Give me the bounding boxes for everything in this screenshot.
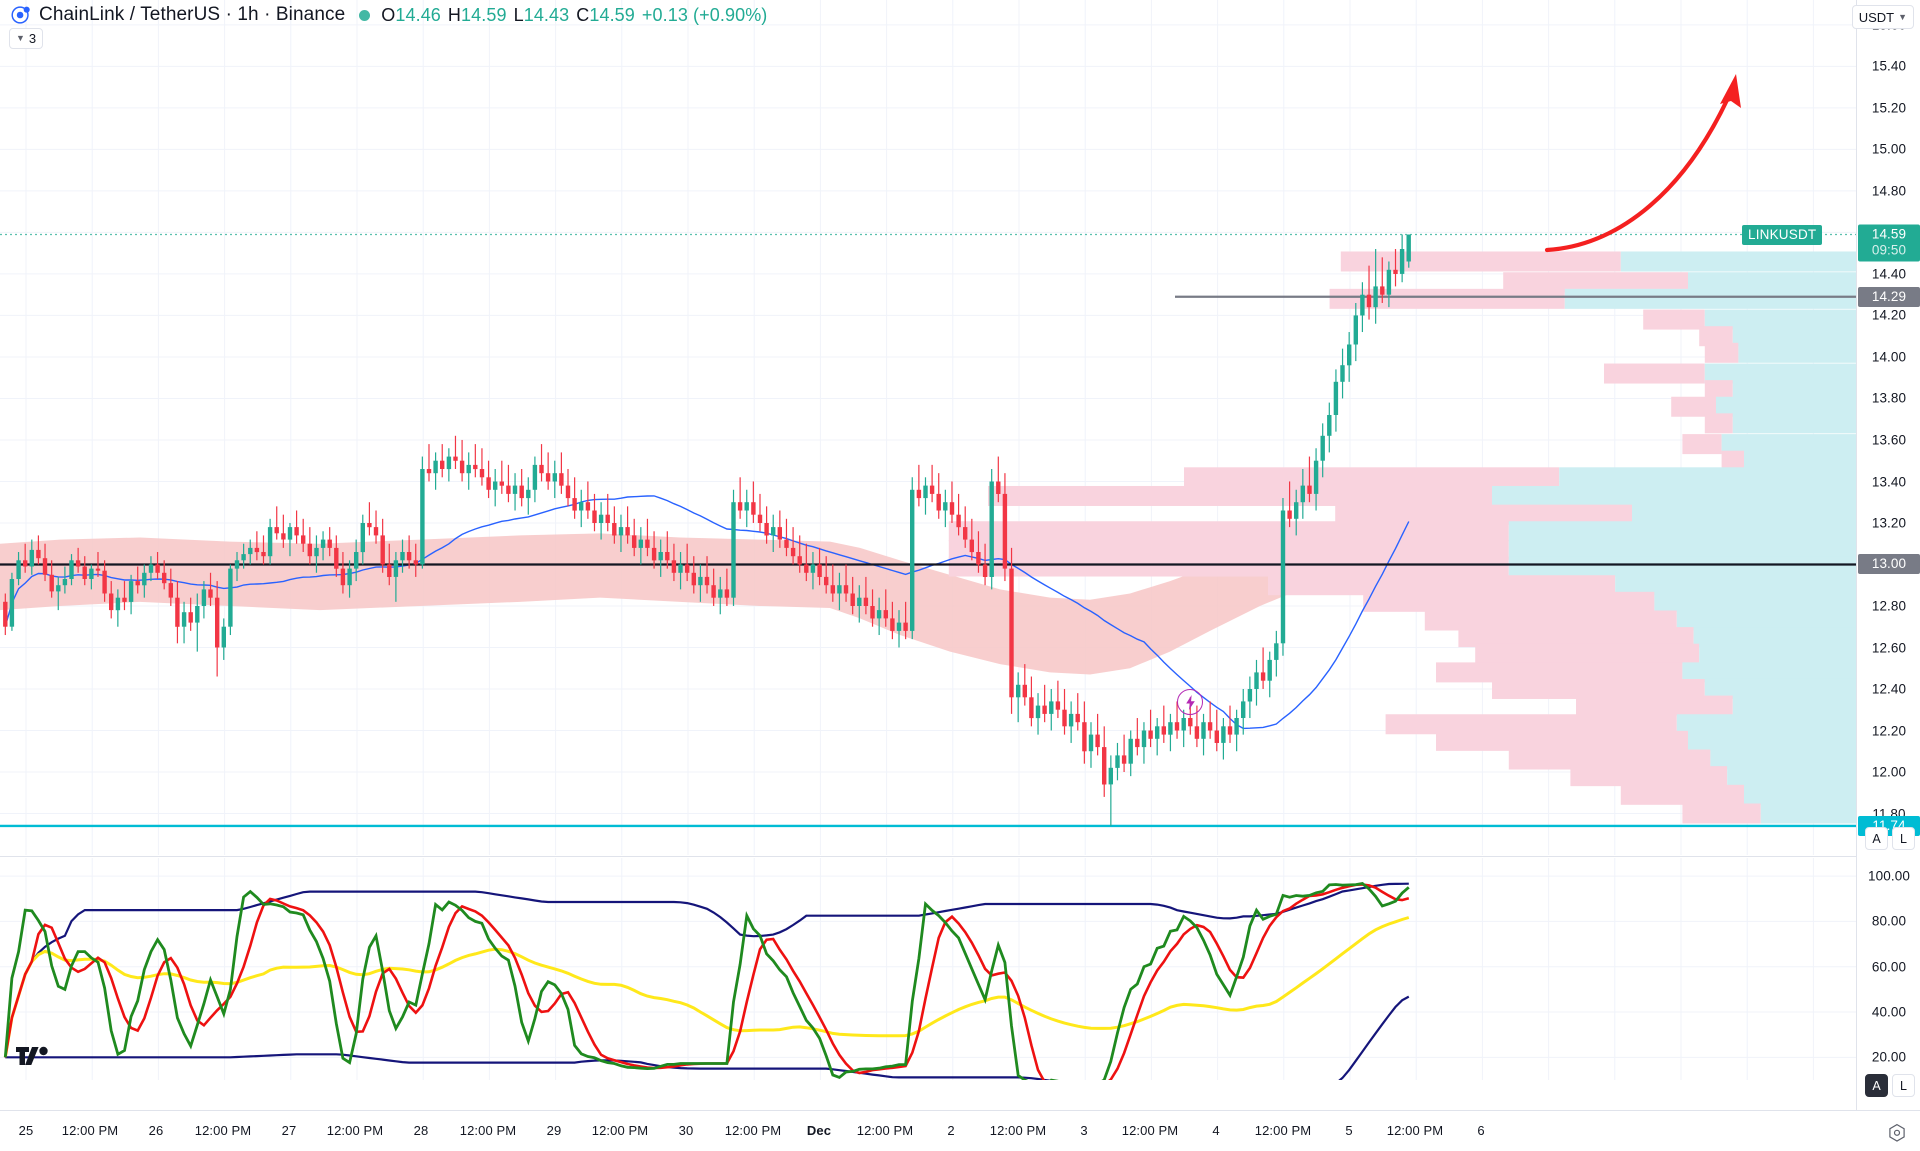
oscillator-axis-toggles[interactable]: A L [1865, 1074, 1915, 1097]
price-tick: 12.40 [1871, 681, 1907, 697]
oscillator-tick: 100.00 [1868, 868, 1910, 884]
time-tick: 12:00 PM [1254, 1123, 1312, 1138]
price-tick: 13.20 [1871, 515, 1907, 531]
time-tick: 12:00 PM [591, 1123, 649, 1138]
support-level-pill[interactable]: 13.00 [1858, 554, 1920, 575]
oscillator-tick: 40.00 [1871, 1004, 1907, 1020]
time-tick: 12:00 PM [1386, 1123, 1444, 1138]
close-value: 14.59 [589, 4, 635, 25]
price-tick: 13.40 [1871, 474, 1907, 489]
candlestick-series [3, 234, 1411, 826]
price-tick: 14.40 [1871, 266, 1907, 282]
time-tick: 25 [18, 1123, 34, 1138]
settings-gear-icon[interactable] [1886, 1123, 1908, 1145]
pane-divider [0, 856, 1920, 857]
timeframe-chip[interactable]: ▼ 3 [9, 28, 44, 49]
oscillator-tick: 60.00 [1871, 959, 1907, 975]
time-tick: 12:00 PM [724, 1123, 782, 1138]
last-price-value: 14.59 [1871, 226, 1907, 241]
chevron-down-icon: ▼ [16, 33, 25, 43]
time-tick: 12:00 PM [459, 1123, 517, 1138]
price-tick: 15.20 [1871, 100, 1907, 116]
oscillator-pane[interactable] [0, 858, 1856, 1080]
time-tick: 12:00 PM [61, 1123, 119, 1138]
price-tick: 14.00 [1871, 349, 1907, 365]
time-axis[interactable]: 25 12:00 PM 26 12:00 PM 27 12:00 PM 28 12:00 PM… [0, 1110, 1920, 1151]
price-tick: 12.60 [1871, 640, 1907, 655]
oscillator-tick: 80.00 [1871, 913, 1907, 929]
price-pane[interactable] [0, 0, 1856, 855]
volume-profile-indicator [948, 251, 1856, 824]
high-key: H [447, 4, 462, 25]
open-value: 14.46 [395, 4, 441, 25]
time-tick: 26 [148, 1123, 164, 1138]
chevron-down-icon: ▼ [1898, 11, 1907, 22]
red-up-arrow-annotation [1544, 74, 1741, 253]
time-tick: 12:00 PM [194, 1123, 252, 1138]
chart-legend: ChainLink / TetherUS · 1h · Binance O14.… [10, 4, 767, 26]
time-tick: Dec [806, 1123, 832, 1138]
time-tick: 27 [281, 1123, 297, 1138]
time-tick: 6 [1477, 1123, 1485, 1138]
price-tick: 13.80 [1871, 390, 1907, 406]
price-tick: 14.80 [1871, 183, 1907, 199]
currency-label: USDT [1858, 9, 1895, 25]
timeframe-chip-label: 3 [28, 31, 37, 46]
symbol-title[interactable]: ChainLink / TetherUS · 1h · Binance [39, 4, 346, 25]
price-tick: 12.20 [1871, 723, 1907, 738]
time-tick: 5 [1345, 1123, 1353, 1138]
resistance-level-pill[interactable]: 14.29 [1858, 286, 1920, 307]
time-tick: 30 [678, 1123, 694, 1138]
open-key: O [381, 4, 396, 25]
low-key: L [513, 4, 524, 25]
lightning-bolt-glyph [1185, 694, 1195, 710]
high-value: 14.59 [461, 4, 507, 25]
oscillator-chart-canvas[interactable] [0, 858, 1856, 1080]
time-tick: 12:00 PM [1121, 1123, 1179, 1138]
moving-average-line [4, 495, 1410, 730]
oscillator-log-scale-button[interactable]: L [1892, 1074, 1915, 1097]
last-price-time: 09:50 [1871, 242, 1907, 257]
time-tick: 4 [1212, 1123, 1220, 1138]
low-value: 14.43 [523, 4, 570, 25]
lightning-bolt-icon[interactable] [1177, 689, 1203, 715]
tradingview-watermark-icon [16, 1046, 48, 1065]
price-auto-scale-button[interactable]: A [1865, 827, 1888, 850]
oscillator-k-line [3, 882, 1410, 1080]
change-value: +0.13 (+0.90%) [641, 4, 768, 25]
price-tick: 13.60 [1871, 432, 1907, 448]
price-tick: 15.00 [1871, 141, 1907, 157]
time-tick: 12:00 PM [326, 1123, 384, 1138]
oscillator-auto-scale-button[interactable]: A [1865, 1074, 1888, 1097]
oscillator-lower-band [5, 995, 1410, 1080]
currency-button[interactable]: USDT ▼ [1851, 5, 1914, 29]
oscillator-signal-line [3, 916, 1410, 1058]
price-log-scale-button[interactable]: L [1892, 827, 1915, 850]
price-axis[interactable]: USDT ▼ 15.6015.4015.2015.0014.8014.4014.… [1851, 0, 1920, 1110]
time-tick: 2 [947, 1123, 955, 1138]
oscillator-upper-band [4, 882, 1409, 1058]
time-tick: 3 [1080, 1123, 1088, 1138]
price-tick: 15.40 [1871, 58, 1907, 74]
live-status-dot-icon [359, 9, 371, 21]
close-key: C [576, 4, 590, 25]
oscillator-tick: 20.00 [1871, 1049, 1907, 1065]
price-axis-toggles[interactable]: A L [1865, 827, 1915, 850]
time-tick: 12:00 PM [989, 1123, 1047, 1138]
last-price-pill[interactable]: 14.59 09:50 [1858, 224, 1920, 261]
price-chart-canvas[interactable] [0, 0, 1856, 855]
price-tick: 12.80 [1871, 598, 1907, 614]
oscillator-series [3, 882, 1410, 1080]
tradingview-logo-icon [11, 6, 30, 24]
ohlc-readout: O14.46 H14.59 L14.43 C14.59 +0.13 (+0.90%) [381, 5, 767, 26]
price-tick: 14.20 [1871, 307, 1907, 323]
price-tick: 12.00 [1871, 764, 1907, 780]
time-tick: 12:00 PM [856, 1123, 914, 1138]
time-tick: 28 [413, 1123, 429, 1138]
symbol-price-tag: LINKUSDT [1742, 224, 1823, 245]
time-tick: 29 [546, 1123, 562, 1138]
